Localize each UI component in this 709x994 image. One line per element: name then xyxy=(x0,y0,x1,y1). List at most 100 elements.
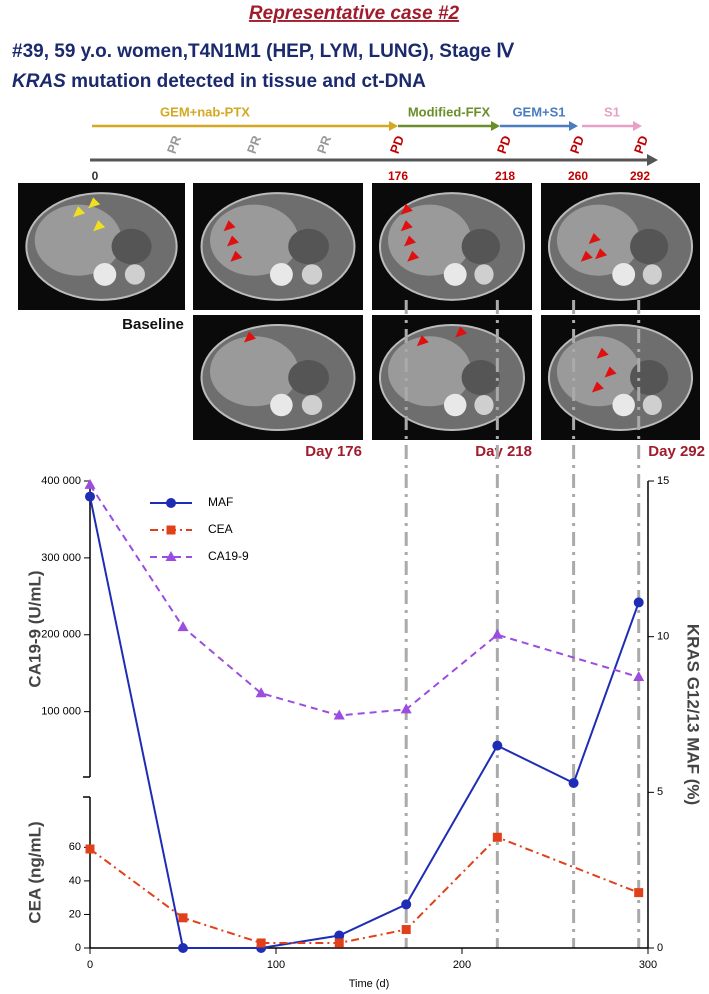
response-label: PD xyxy=(387,134,407,156)
image-caption: Day 176 xyxy=(305,443,362,460)
y3-axis-label: CEA (ng/mL) xyxy=(25,821,44,923)
response-label: PD xyxy=(631,134,651,156)
lesion-arrow xyxy=(227,235,239,247)
legend-label: CA19-9 xyxy=(208,549,249,563)
regimen-label: GEM+nab-PTX xyxy=(160,104,250,119)
y-tick-label: 300 000 xyxy=(41,552,81,564)
data-point xyxy=(178,943,188,953)
data-point xyxy=(633,597,644,608)
data-point xyxy=(492,832,502,842)
ct-kidney xyxy=(642,395,662,415)
y2-tick-label: 5 xyxy=(657,786,663,798)
lesion-arrow xyxy=(73,206,86,218)
response-label: PD xyxy=(567,134,587,156)
x-tick-label: 0 xyxy=(87,959,93,971)
lesion-arrow xyxy=(223,220,236,232)
data-point xyxy=(256,938,266,948)
ct-spine xyxy=(443,393,467,417)
y-tick-label: 200 000 xyxy=(41,629,81,641)
lesion-arrow xyxy=(455,326,468,338)
image-caption: Day 292 xyxy=(648,443,705,460)
arrow-head xyxy=(491,121,500,131)
data-point xyxy=(634,888,644,898)
gene-name: KRAS xyxy=(12,71,66,92)
response-label: PR xyxy=(164,133,184,156)
ct-liver xyxy=(388,204,472,276)
legend-marker xyxy=(166,498,176,508)
y-tick-label: 400 000 xyxy=(41,475,81,487)
y-tick-label: 100 000 xyxy=(41,706,81,718)
arrow-head xyxy=(633,121,642,131)
lesion-arrow xyxy=(230,250,243,262)
y3-tick-label: 60 xyxy=(69,841,81,853)
ct-spine xyxy=(612,263,636,286)
ct-liver xyxy=(210,204,299,276)
y2-axis-label: KRAS G12/13 MAF (%) xyxy=(684,624,703,805)
figure-title: Representative case #2 xyxy=(249,3,460,24)
lesion-arrow xyxy=(244,331,256,343)
ct-organ xyxy=(288,228,329,265)
ct-liver xyxy=(210,336,299,407)
day-label: 260 xyxy=(568,169,588,183)
day-label: 0 xyxy=(92,169,99,183)
lesion-arrow xyxy=(580,250,593,262)
ct-liver xyxy=(556,336,640,407)
data-point xyxy=(568,777,579,788)
ct-organ xyxy=(630,228,669,265)
day-label: 218 xyxy=(495,169,515,183)
data-point xyxy=(491,628,503,639)
regimen-label: GEM+S1 xyxy=(512,104,565,119)
ct-kidney xyxy=(642,264,662,285)
ct-kidney xyxy=(301,264,323,285)
series-line xyxy=(89,484,639,717)
data-point xyxy=(85,844,95,854)
lesion-arrow xyxy=(588,232,601,244)
mutation-text: mutation detected in tissue and ct-DNA xyxy=(71,71,426,92)
x-tick-label: 200 xyxy=(453,959,471,971)
data-point xyxy=(400,703,412,714)
y3-tick-label: 0 xyxy=(75,942,81,954)
data-point xyxy=(334,938,344,948)
ct-kidney xyxy=(124,264,145,285)
ct-spine xyxy=(93,263,117,286)
legend-marker xyxy=(166,525,176,535)
y2-tick-label: 0 xyxy=(657,942,663,954)
data-point xyxy=(334,930,345,941)
ct-liver xyxy=(388,336,472,407)
x-axis-label: Time (d) xyxy=(349,978,390,990)
legend-label: MAF xyxy=(208,495,233,509)
data-point xyxy=(401,925,411,935)
data-point xyxy=(333,709,345,720)
ct-kidney xyxy=(474,395,494,415)
arrow-head xyxy=(647,154,658,166)
lesion-arrow xyxy=(591,381,604,393)
series-line xyxy=(89,496,640,949)
regimen-label: S1 xyxy=(604,104,620,119)
lesion-arrow xyxy=(400,220,413,232)
ct-spine xyxy=(443,263,467,286)
image-caption: Baseline xyxy=(122,316,184,333)
x-tick-label: 300 xyxy=(639,959,657,971)
ct-organ xyxy=(630,360,669,395)
image-caption: Day 218 xyxy=(475,443,532,460)
data-point xyxy=(177,621,189,632)
data-point xyxy=(633,671,645,682)
lesion-arrow xyxy=(404,235,416,247)
x-tick-label: 100 xyxy=(267,959,285,971)
ct-spine xyxy=(269,263,293,286)
day-label: 292 xyxy=(630,169,650,183)
lesion-arrow xyxy=(604,366,617,378)
data-point xyxy=(401,899,412,910)
lesion-arrow xyxy=(400,203,413,215)
ct-spine xyxy=(612,393,635,417)
data-point xyxy=(84,478,96,489)
ct-kidney xyxy=(301,395,323,415)
legend-marker xyxy=(165,551,177,561)
regimen-label: Modified-FFX xyxy=(408,104,491,119)
case-line: #39, 59 y.o. women,T4N1M1 (HEP, LYM, LUN… xyxy=(12,41,514,62)
data-point xyxy=(178,913,188,923)
y2-tick-label: 15 xyxy=(657,475,669,487)
ct-organ xyxy=(288,360,329,395)
